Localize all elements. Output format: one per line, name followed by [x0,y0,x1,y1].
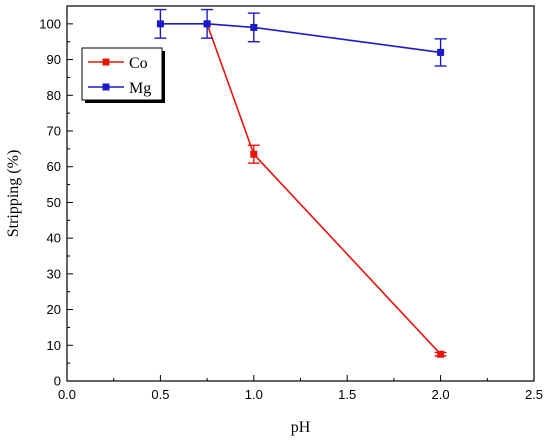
x-tick-label: 2.0 [432,387,450,402]
series-co [203,20,447,358]
legend-label-co: Co [129,55,148,72]
data-point-mg [250,23,258,31]
legend-label-mg: Mg [129,80,151,97]
y-tick-label: 40 [47,231,61,246]
data-point-mg [437,48,445,56]
data-point-co [250,150,258,158]
series-mg [154,8,447,67]
y-tick-label: 0 [54,374,61,389]
legend-marker-mg [102,83,110,91]
legend: Co Mg [81,47,165,103]
x-axis-title: pH [291,419,311,436]
x-tick-label: 1.5 [338,387,356,402]
data-point-mg [203,20,211,28]
data-point-mg [156,20,164,28]
data-point-co [437,350,445,358]
legend-box [81,47,163,101]
y-tick-label: 20 [47,302,61,317]
series-layer [154,8,447,358]
series-line-mg [160,23,441,54]
y-tick-label: 30 [47,266,61,281]
y-tick-label: 100 [39,16,61,31]
y-tick-label: 60 [47,159,61,174]
x-tick-label: 1.0 [245,387,263,402]
y-tick-label: 10 [47,338,61,353]
y-axis-title: Stripping (%) [5,150,22,238]
x-tick-label: 0.0 [58,387,76,402]
x-tick-label: 0.5 [151,387,169,402]
y-tick-label: 90 [47,52,61,67]
series-line-co [206,23,442,355]
y-tick-label: 50 [47,195,61,210]
x-tick-label: 2.5 [525,387,543,402]
y-tick-label: 80 [47,88,61,103]
legend-marker-co [102,58,110,66]
y-tick-label: 70 [47,124,61,139]
axis-ticks: 0.0 0.5 1.0 1.5 2.0 2.5 0 10 20 30 40 50 60 70 80 90 100 [39,16,543,402]
